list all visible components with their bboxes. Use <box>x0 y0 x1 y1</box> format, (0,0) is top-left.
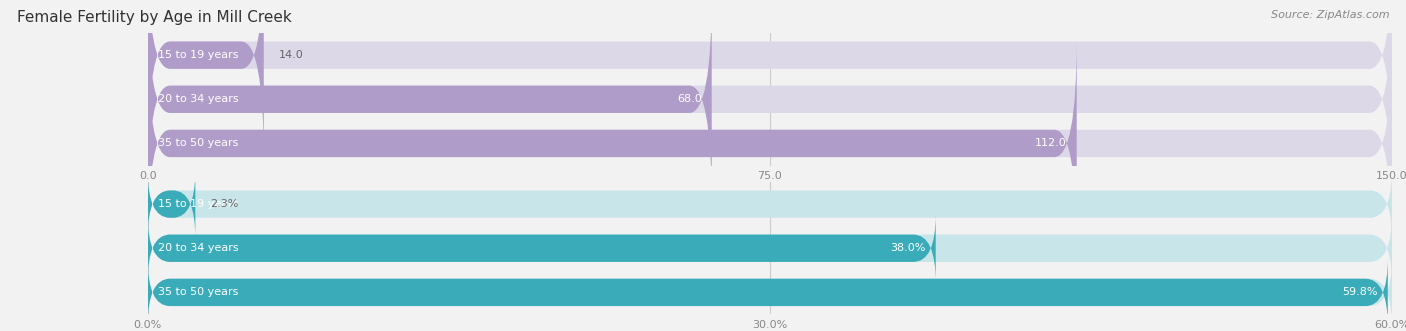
Text: Source: ZipAtlas.com: Source: ZipAtlas.com <box>1271 10 1389 20</box>
FancyBboxPatch shape <box>148 259 1392 326</box>
FancyBboxPatch shape <box>148 214 1392 282</box>
Text: 112.0: 112.0 <box>1035 138 1067 148</box>
Text: 20 to 34 years: 20 to 34 years <box>157 94 238 104</box>
FancyBboxPatch shape <box>148 38 1077 249</box>
Text: 14.0: 14.0 <box>278 50 304 60</box>
FancyBboxPatch shape <box>148 170 195 238</box>
Text: 15 to 19 years: 15 to 19 years <box>157 50 238 60</box>
FancyBboxPatch shape <box>148 214 936 282</box>
FancyBboxPatch shape <box>148 259 1388 326</box>
FancyBboxPatch shape <box>148 170 1392 238</box>
Text: 2.3%: 2.3% <box>211 199 239 209</box>
Text: 35 to 50 years: 35 to 50 years <box>157 287 238 297</box>
FancyBboxPatch shape <box>148 0 711 205</box>
Text: 35 to 50 years: 35 to 50 years <box>157 138 238 148</box>
Text: 59.8%: 59.8% <box>1343 287 1378 297</box>
FancyBboxPatch shape <box>148 38 1392 249</box>
Text: 68.0: 68.0 <box>678 94 702 104</box>
Text: 15 to 19 years: 15 to 19 years <box>157 199 238 209</box>
FancyBboxPatch shape <box>148 0 1392 161</box>
FancyBboxPatch shape <box>148 0 1392 205</box>
Text: 20 to 34 years: 20 to 34 years <box>157 243 238 253</box>
Text: Female Fertility by Age in Mill Creek: Female Fertility by Age in Mill Creek <box>17 10 291 25</box>
FancyBboxPatch shape <box>148 0 264 161</box>
Text: 38.0%: 38.0% <box>890 243 925 253</box>
